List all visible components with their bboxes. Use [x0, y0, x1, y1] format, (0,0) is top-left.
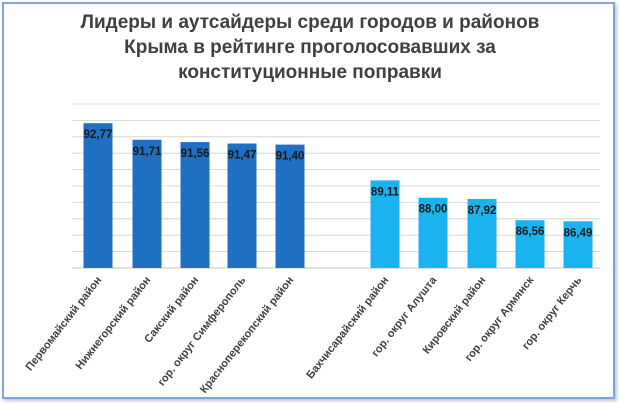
- data-labels: 92,77 91,71 91,56 91,47 91,40 89,11 88,00 87,92…: [84, 129, 593, 239]
- bar: [418, 197, 448, 268]
- bar-value-label: 92,77: [84, 129, 113, 141]
- category-label: Красноперекопский район: [198, 274, 296, 395]
- bars: [83, 123, 593, 268]
- bar-value-label: 86,49: [564, 227, 593, 239]
- bar: [515, 220, 545, 268]
- bar-value-label: 91,40: [276, 151, 305, 163]
- category-label: гор. округ Симферополь: [156, 274, 249, 388]
- bar: [132, 139, 162, 268]
- bar-value-label: 87,92: [468, 205, 497, 217]
- chart-title-line-3: конституционные поправки: [178, 62, 442, 83]
- bar: [83, 123, 113, 268]
- bar-value-label: 91,71: [133, 146, 162, 158]
- bar: [370, 180, 400, 268]
- bar: [227, 143, 257, 268]
- bar-value-label: 91,47: [228, 150, 257, 162]
- chart-title-line-1: Лидеры и аутсайдеры среди городов и райо…: [80, 12, 540, 33]
- bar: [563, 221, 593, 268]
- bar-value-label: 89,11: [371, 186, 400, 198]
- category-label: Бахчисарайский район: [304, 274, 391, 381]
- bar-value-label: 91,56: [181, 148, 210, 160]
- chart-title-line-2: Крыма в рейтинге проголосовавших за: [124, 37, 496, 58]
- bar: [180, 142, 210, 268]
- bar: [467, 198, 497, 268]
- bar: [275, 144, 305, 268]
- chart-title: Лидеры и аутсайдеры среди городов и райо…: [0, 10, 620, 85]
- bar-value-label: 88,00: [419, 204, 448, 216]
- bar-value-label: 86,56: [516, 226, 545, 238]
